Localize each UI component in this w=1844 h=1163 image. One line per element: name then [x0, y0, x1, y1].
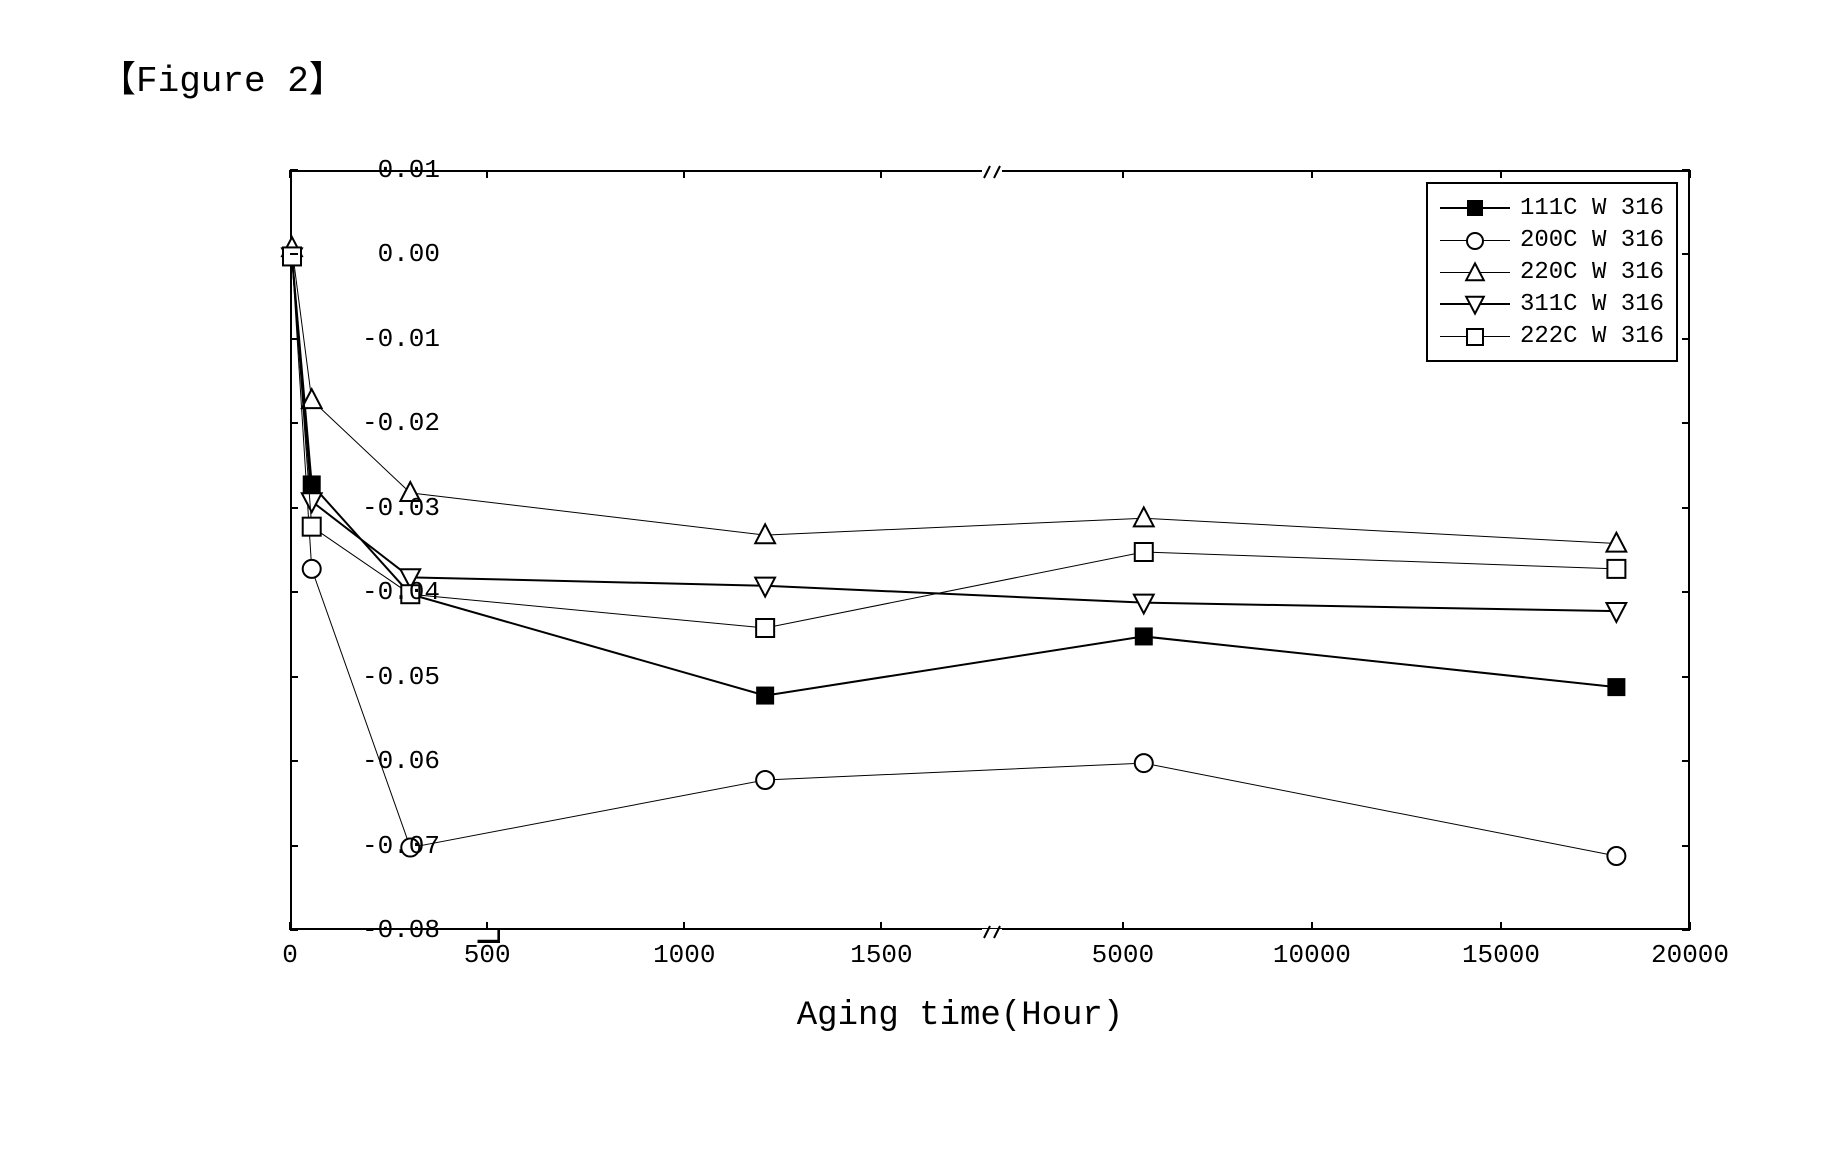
legend-label: 311C W 316: [1520, 291, 1664, 318]
legend-label: 220C W 316: [1520, 259, 1664, 286]
ytick-label: -0.07: [340, 831, 440, 861]
legend-item: 311C W 316: [1440, 288, 1664, 320]
ytick-label: -0.04: [340, 577, 440, 607]
data-marker: [1134, 507, 1154, 526]
chart-container: Lattice spacing variation ratio[%] Aging…: [180, 150, 1740, 1050]
data-marker: [1134, 595, 1154, 614]
legend-label: 222C W 316: [1520, 323, 1664, 350]
data-marker: [755, 524, 775, 543]
data-marker: [756, 771, 774, 789]
data-marker: [1135, 754, 1153, 772]
ytick-label: -0.02: [340, 408, 440, 438]
figure-label: 【Figure 2】: [100, 50, 345, 102]
legend-item: 222C W 316: [1440, 320, 1664, 352]
ytick-label: -0.05: [340, 662, 440, 692]
ytick-label: -0.08: [340, 915, 440, 945]
data-marker: [303, 518, 321, 536]
data-marker: [1607, 560, 1625, 578]
ytick-label: -0.03: [340, 493, 440, 523]
data-marker: [1606, 603, 1626, 622]
xtick-label: 500: [464, 940, 511, 970]
legend-item: 220C W 316: [1440, 256, 1664, 288]
ytick-label: -0.01: [340, 324, 440, 354]
xtick-label: 20000: [1651, 940, 1729, 970]
data-marker: [303, 560, 321, 578]
data-marker: [302, 493, 322, 512]
legend-label: 200C W 316: [1520, 227, 1664, 254]
xtick-label: 1000: [653, 940, 715, 970]
legend-label: 111C W 316: [1520, 195, 1664, 222]
data-marker: [1607, 678, 1625, 696]
legend-item: 111C W 316: [1440, 192, 1664, 224]
data-marker: [1135, 543, 1153, 561]
ytick-label: 0.01: [340, 155, 440, 185]
xtick-label: 10000: [1273, 940, 1351, 970]
data-marker: [1607, 847, 1625, 865]
ytick-label: 0.00: [340, 239, 440, 269]
xtick-label: 1500: [850, 940, 912, 970]
data-marker: [1606, 533, 1626, 552]
xtick-label: 0: [282, 940, 298, 970]
xtick-label: 5000: [1092, 940, 1154, 970]
ytick-label: -0.06: [340, 746, 440, 776]
data-marker: [755, 578, 775, 597]
data-marker: [283, 247, 301, 265]
data-marker: [756, 687, 774, 705]
xtick-label: 15000: [1462, 940, 1540, 970]
x-axis-label: Aging time(Hour): [797, 997, 1123, 1035]
data-marker: [756, 619, 774, 637]
legend-item: 200C W 316: [1440, 224, 1664, 256]
plot-area: 111C W 316 200C W 316 220C W 316 311C W 316…: [290, 170, 1690, 930]
legend: 111C W 316 200C W 316 220C W 316 311C W 316…: [1426, 182, 1678, 362]
data-marker: [1135, 627, 1153, 645]
